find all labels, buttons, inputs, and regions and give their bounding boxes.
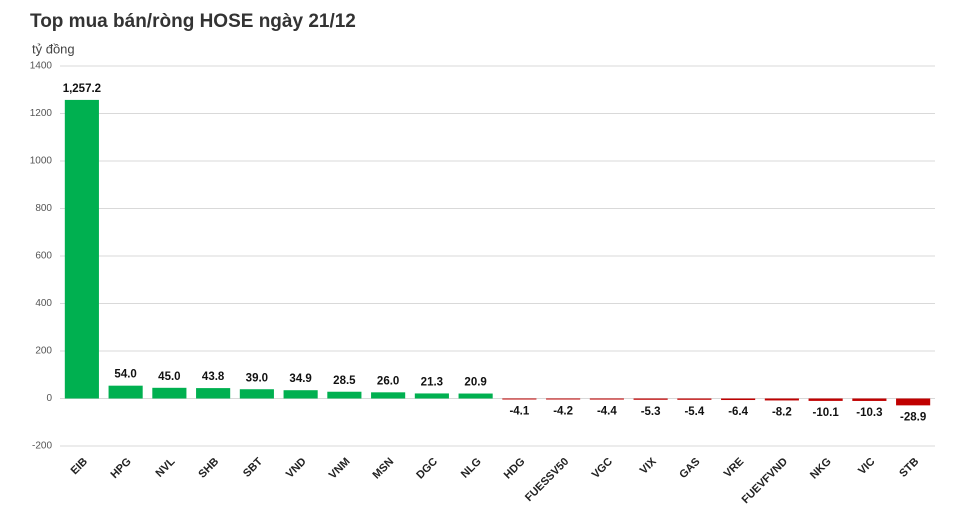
value-label: -5.3 (641, 406, 661, 418)
x-tick-label: NKG (808, 456, 834, 482)
x-tick-label: VND (284, 456, 309, 481)
bar (852, 398, 887, 401)
x-tick-label: SHB (196, 456, 221, 481)
x-tick-label: VGC (590, 456, 615, 481)
bar (283, 390, 318, 399)
bar (502, 398, 537, 400)
x-tick-label: FUEVFVND (740, 456, 790, 506)
y-tick-label: 400 (35, 298, 52, 309)
value-label: 43.8 (202, 371, 225, 383)
bar (589, 398, 624, 400)
value-label: 1,257.2 (63, 83, 101, 95)
bar (196, 388, 231, 399)
bar (239, 389, 274, 399)
bar (764, 398, 799, 401)
x-tick-label: SBT (241, 455, 265, 479)
value-label: 54.0 (114, 369, 136, 381)
x-tick-label: DGC (414, 456, 440, 482)
value-label: 34.9 (289, 373, 311, 385)
x-tick-label: STB (897, 456, 921, 480)
bar (152, 387, 187, 399)
bar (327, 391, 362, 399)
x-tick-label: GAS (677, 456, 702, 481)
x-tick-label: NVL (154, 455, 178, 479)
x-tick-label: VRE (722, 456, 746, 480)
value-label: -10.3 (856, 407, 882, 419)
chart-title: Top mua bán/ròng HOSE ngày 21/12 (30, 11, 356, 32)
value-label: 20.9 (464, 377, 486, 389)
bar (64, 99, 99, 399)
x-tick-label: EIB (69, 456, 90, 477)
value-label: -4.4 (597, 406, 617, 418)
value-label: 45.0 (158, 371, 180, 383)
x-tick-label: MSN (371, 456, 397, 482)
bar (721, 398, 756, 401)
x-tick-label: HDG (502, 456, 528, 482)
x-tick-label: HPG (108, 456, 133, 481)
value-label: -4.2 (553, 406, 573, 418)
y-tick-label: 1000 (30, 156, 53, 167)
y-tick-label: -200 (32, 441, 52, 452)
bar (458, 393, 493, 399)
x-tick-label: VNM (327, 456, 353, 482)
value-label: 39.0 (246, 372, 268, 384)
y-tick-label: 1200 (30, 108, 53, 119)
x-tick-label: NLG (459, 456, 484, 481)
y-tick-label: 1400 (30, 61, 53, 72)
bar (677, 398, 712, 400)
x-tick-label: FUESSV50 (523, 456, 571, 504)
x-tick-label: VIX (638, 455, 659, 476)
value-label: 28.5 (333, 375, 356, 387)
value-label: -5.4 (684, 406, 704, 418)
value-label: 21.3 (421, 376, 443, 388)
y-tick-label: 200 (35, 346, 52, 357)
bar (546, 398, 581, 400)
value-label: -10.1 (813, 407, 840, 419)
y-tick-label: 800 (35, 203, 52, 214)
x-tick-label: VIC (856, 456, 877, 477)
bar (896, 398, 931, 406)
value-label: -28.9 (900, 411, 926, 423)
bar (414, 393, 449, 399)
bar (808, 398, 843, 401)
y-axis-label: tỷ đồng (32, 41, 75, 56)
value-label: -8.2 (772, 406, 792, 418)
y-tick-label: 0 (46, 393, 52, 404)
value-label: -6.4 (728, 406, 748, 418)
bar (633, 398, 668, 400)
value-label: -4.1 (509, 406, 529, 418)
value-label: 26.0 (377, 375, 399, 387)
bar (108, 385, 143, 399)
bar (371, 392, 406, 399)
y-tick-label: 600 (35, 251, 52, 262)
